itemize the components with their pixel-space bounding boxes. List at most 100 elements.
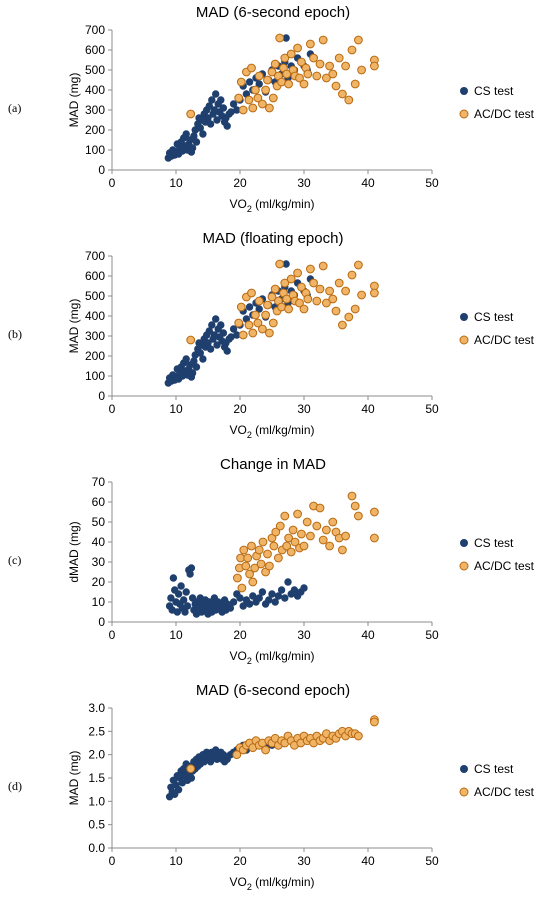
cs-point xyxy=(182,588,190,596)
acdc-point xyxy=(265,103,274,113)
acdc-point xyxy=(267,67,277,77)
acdc-point xyxy=(370,507,379,517)
cs-point xyxy=(213,341,221,349)
cs-point xyxy=(226,604,235,612)
cs-point xyxy=(188,369,197,377)
cs-point xyxy=(206,345,215,353)
acdc-point xyxy=(322,298,331,308)
panel-b: MAD (floating epoch) (b) 0 10 20 30 40 50 0 100 20… xyxy=(0,226,550,452)
acdc-point xyxy=(293,43,303,53)
acdc-point xyxy=(309,278,319,288)
acdc-point xyxy=(186,109,196,119)
chart-b: MAD (floating epoch)(b)0 10 20 30 40 50010020… xyxy=(8,230,535,440)
x-axis-label-units: (ml/kg/min) xyxy=(252,197,315,211)
acdc-point xyxy=(275,259,285,269)
legend: CS test AC/DC test xyxy=(459,536,535,573)
cs-point xyxy=(180,596,188,604)
y-tick-label: 0 xyxy=(98,615,105,629)
y-axis-label: MAD (mg) xyxy=(67,751,81,806)
y-tick-label: 200 xyxy=(85,123,105,137)
acdc-point xyxy=(271,527,281,537)
acdc-point xyxy=(254,71,264,81)
cs-point xyxy=(196,349,204,357)
x-tick-label: 40 xyxy=(361,628,375,642)
y-tick-label: 1.5 xyxy=(88,771,105,785)
y-tick-label: 70 xyxy=(92,475,106,489)
cs-point xyxy=(227,108,235,116)
cs-point xyxy=(255,80,263,88)
y-tick-label: 600 xyxy=(85,43,105,57)
x-tick-label: 0 xyxy=(109,854,116,868)
acdc-point xyxy=(328,294,338,304)
legend-label-cs: CS test xyxy=(474,536,514,550)
acdc-point xyxy=(312,71,322,81)
acdc-point xyxy=(303,294,313,304)
acdc-point xyxy=(265,328,274,338)
x-tick-label: 20 xyxy=(233,402,247,416)
cs-point xyxy=(277,586,286,594)
acdc-point xyxy=(318,35,328,45)
cs-point xyxy=(204,114,212,122)
x-tick-label: 10 xyxy=(169,854,183,868)
cs-point xyxy=(174,786,183,794)
acdc-point xyxy=(350,304,360,314)
x-axis-label-subscript: 2 xyxy=(247,882,252,892)
chart-title: MAD (6-second epoch) xyxy=(196,4,350,21)
acdc-point xyxy=(269,541,279,551)
acdc-point xyxy=(270,59,280,69)
x-axis-label-main: VO xyxy=(229,649,246,663)
cs-point xyxy=(271,598,279,606)
series-acdc xyxy=(186,33,379,119)
acdc-point xyxy=(270,284,280,294)
acdc-point xyxy=(350,501,360,511)
chart-d: MAD (6-second epoch) (d) 0 10 20 30 40 50 0.0 0.5… xyxy=(8,682,535,892)
y-tick-label: 400 xyxy=(85,309,105,323)
legend-marker-cs xyxy=(460,87,468,95)
y-tick-label: 2.5 xyxy=(88,724,105,738)
y-tick-label: 0 xyxy=(98,163,105,177)
legend-marker-acdc xyxy=(459,109,469,119)
acdc-point xyxy=(318,535,328,545)
cs-point xyxy=(239,602,247,610)
acdc-point xyxy=(297,529,306,539)
x-axis-label: VO2 (ml/kg/min) xyxy=(229,197,314,214)
cs-point xyxy=(196,124,204,132)
acdc-point xyxy=(248,103,258,113)
acdc-point xyxy=(254,296,264,306)
x-tick-label: 0 xyxy=(109,628,116,642)
cs-point xyxy=(236,594,244,602)
y-tick-label: 0.0 xyxy=(88,841,105,855)
acdc-point xyxy=(344,312,354,322)
acdc-point xyxy=(344,95,354,105)
acdc-point xyxy=(268,318,278,328)
legend-marker-acdc xyxy=(459,787,469,797)
cs-point xyxy=(192,363,201,371)
acdc-point xyxy=(354,731,363,741)
y-tick-label: 50 xyxy=(92,515,106,529)
acdc-point xyxy=(282,294,292,304)
x-tick-label: 0 xyxy=(109,402,116,416)
legend-label-cs: CS test xyxy=(474,310,514,324)
acdc-point xyxy=(354,35,363,45)
cs-point xyxy=(212,315,220,323)
acdc-point xyxy=(284,533,294,543)
acdc-point xyxy=(238,330,248,340)
acdc-point xyxy=(263,300,272,310)
x-axis-label-units: (ml/kg/min) xyxy=(252,649,315,663)
acdc-point xyxy=(354,511,363,521)
acdc-point xyxy=(318,261,328,271)
y-tick-label: 10 xyxy=(92,595,106,609)
acdc-point xyxy=(280,511,290,521)
acdc-point xyxy=(241,561,251,571)
acdc-point xyxy=(254,545,264,555)
acdc-point xyxy=(245,569,255,579)
y-tick-label: 60 xyxy=(92,495,106,509)
panel-a: MAD (6-second epoch) (a) 0 10 20 30 40 50 0 100 20… xyxy=(0,0,550,226)
legend: CS test AC/DC test xyxy=(459,762,535,799)
acdc-point xyxy=(315,59,325,69)
cs-point xyxy=(205,102,213,110)
cs-point xyxy=(233,331,241,339)
acdc-point xyxy=(239,545,249,555)
x-tick-label: 10 xyxy=(169,176,183,190)
y-tick-label: 20 xyxy=(92,575,106,589)
